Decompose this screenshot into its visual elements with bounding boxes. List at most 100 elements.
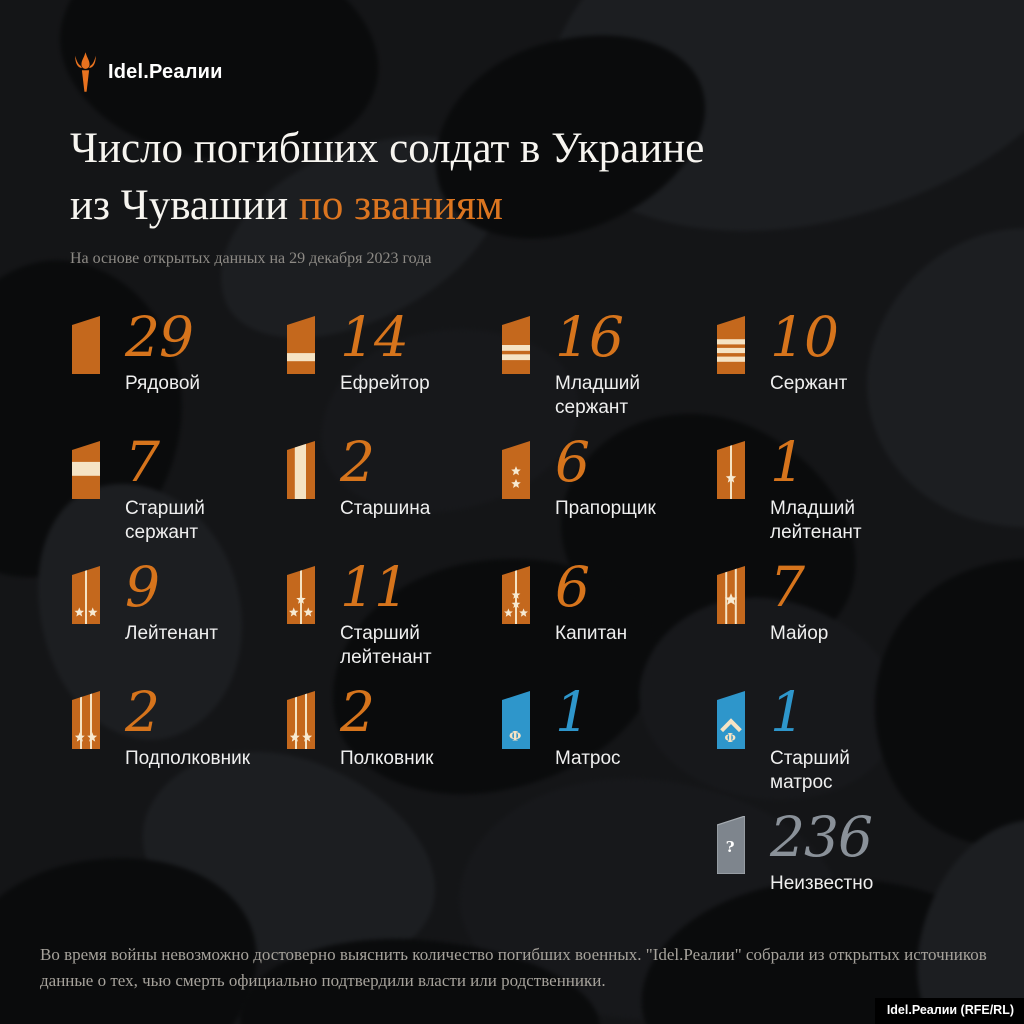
rank-count: 1: [555, 680, 590, 744]
rank-count: 29: [125, 305, 194, 369]
rank-icon-wrap: [287, 441, 315, 504]
shoulder-strap-icon: [287, 566, 315, 624]
rank-label: Старшина: [340, 498, 431, 519]
shoulder-strap-icon: [72, 691, 100, 749]
rank-count: 2: [340, 430, 375, 494]
rank-text: 2 Подполковник: [125, 685, 251, 771]
shoulder-strap-icon: [287, 691, 315, 749]
rank-label: Старший лейтенант: [340, 623, 432, 668]
rank-label: Прапорщик: [555, 498, 656, 519]
rank-item: 16 Младший сержант: [502, 310, 717, 441]
shoulder-strap-icon: Ф: [502, 691, 530, 749]
svg-text:Ф: Ф: [725, 731, 736, 745]
rank-count: 9: [125, 555, 160, 619]
rank-count: 2: [340, 680, 375, 744]
rank-icon-wrap: [287, 566, 315, 629]
rank-item: ? 236 Неизвестно: [716, 810, 932, 941]
rank-count: 1: [770, 430, 805, 494]
shoulder-strap-icon: ?: [716, 815, 746, 875]
rank-item: 6 Капитан: [502, 560, 717, 691]
attribution: Idel.Реалии (RFE/RL): [874, 998, 1024, 1024]
rank-item: 1 Младший лейтенант: [717, 435, 932, 566]
rank-item: Ф 1 Матрос: [502, 685, 717, 816]
shoulder-strap-icon: [72, 441, 100, 499]
rank-icon-wrap: Ф: [717, 691, 745, 754]
rank-text: 1 Младший лейтенант: [770, 435, 862, 545]
rank-count: 236: [770, 805, 873, 869]
rank-item: 6 Прапорщик: [502, 435, 717, 566]
rank-text: 1 Старший матрос: [770, 685, 850, 795]
shoulder-strap-icon: [502, 316, 530, 374]
torch-icon: [75, 52, 96, 92]
logo: Idel.Реалии: [72, 50, 223, 94]
rank-count: 10: [770, 305, 839, 369]
rank-label: Младший сержант: [555, 373, 641, 418]
rank-count: 11: [340, 555, 409, 619]
shoulder-strap-icon: [502, 566, 530, 624]
rank-label: Подполковник: [125, 748, 251, 769]
shoulder-strap-icon: [717, 316, 745, 374]
rank-count: 14: [340, 305, 409, 369]
svg-text:Ф: Ф: [509, 729, 521, 744]
rank-icon-wrap: [72, 566, 100, 629]
rank-text: 236 Неизвестно: [770, 810, 874, 896]
rank-count: 6: [555, 555, 590, 619]
title-line2: из Чувашии: [70, 182, 289, 229]
rank-icon-wrap: [287, 691, 315, 754]
rank-item: 11 Старший лейтенант: [287, 560, 502, 691]
rank-text: 14 Ефрейтор: [340, 310, 430, 396]
rank-text: 7 Майор: [770, 560, 829, 646]
shoulder-strap-icon: [287, 316, 315, 374]
rank-icon-wrap: [72, 691, 100, 754]
footnote: Во время войны невозможно достоверно выя…: [40, 945, 987, 990]
rank-icon-wrap: [287, 316, 315, 379]
rank-icon-wrap: Ф: [502, 691, 530, 754]
rank-item: 9 Лейтенант: [72, 560, 287, 691]
shoulder-strap-icon: [502, 441, 530, 499]
rank-text: 29 Рядовой: [125, 310, 201, 396]
rank-label: Рядовой: [125, 373, 201, 394]
logo-brand: Idel.Реалии: [108, 60, 223, 83]
shoulder-strap-icon: [717, 441, 745, 499]
rank-text: 2 Старшина: [340, 435, 431, 521]
rank-count: 1: [770, 680, 805, 744]
rank-icon-wrap: [502, 316, 530, 379]
rank-count: 7: [770, 555, 805, 619]
rank-label: Лейтенант: [125, 623, 218, 644]
rank-text: 16 Младший сержант: [555, 310, 641, 420]
rank-item: 2 Подполковник: [72, 685, 287, 816]
rank-label: Майор: [770, 623, 829, 644]
rank-label: Ефрейтор: [340, 373, 430, 394]
subtitle: На основе открытых данных на 29 декабря …: [70, 250, 432, 267]
rank-text: 6 Капитан: [555, 560, 627, 646]
rank-label: Неизвестно: [770, 873, 874, 894]
rank-text: 11 Старший лейтенант: [340, 560, 432, 670]
rank-text: 1 Матрос: [555, 685, 621, 771]
rank-item: 14 Ефрейтор: [287, 310, 502, 441]
rank-text: 9 Лейтенант: [125, 560, 218, 646]
rank-text: 2 Полковник: [340, 685, 434, 771]
shoulder-strap-icon: [717, 566, 745, 624]
shoulder-strap-icon: [287, 441, 315, 499]
rank-label: Старший сержант: [125, 498, 205, 543]
rank-icon-wrap: [502, 566, 530, 629]
rank-icon-wrap: [72, 441, 100, 504]
rank-count: 6: [555, 430, 590, 494]
rank-text: 6 Прапорщик: [555, 435, 656, 521]
shoulder-strap-icon: [72, 316, 100, 374]
rank-label: Сержант: [770, 373, 848, 394]
rank-item: 2 Полковник: [287, 685, 502, 816]
shoulder-strap-icon: Ф: [717, 691, 745, 749]
title-accent: по званиям: [298, 182, 503, 229]
page-title: Число погибших солдат в Украине из Чуваши…: [70, 120, 704, 234]
rank-icon-wrap: ?: [716, 815, 746, 879]
rank-count: 16: [555, 305, 624, 369]
rank-item: 2 Старшина: [287, 435, 502, 566]
rank-label: Полковник: [340, 748, 434, 769]
title-line1: Число погибших солдат в Украине: [70, 125, 705, 172]
rank-label: Старший матрос: [770, 748, 850, 793]
rank-text: 10 Сержант: [770, 310, 848, 396]
rank-item: 29 Рядовой: [72, 310, 287, 441]
rank-icon-wrap: [717, 441, 745, 504]
rank-count: 2: [125, 680, 160, 744]
